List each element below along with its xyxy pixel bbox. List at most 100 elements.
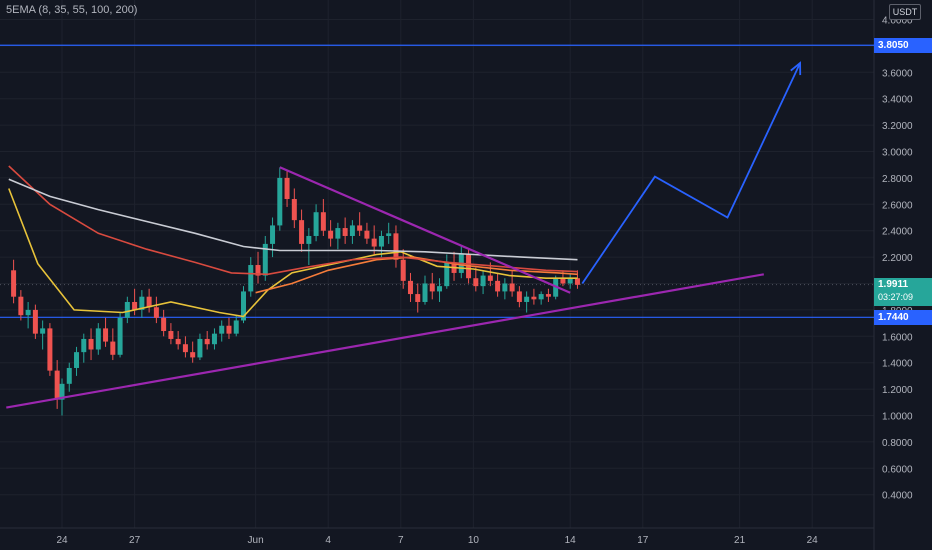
candle-body [248,265,254,292]
candle [241,286,246,324]
candle [328,220,334,247]
price-tick-label: 2.6000 [882,200,913,211]
candle [103,317,109,347]
candle [81,333,87,363]
candle [226,317,232,339]
candle [18,290,24,321]
candle-body [524,296,530,302]
candle [386,222,392,244]
candle [502,278,508,300]
candle-body [328,230,334,239]
candle-body [168,331,174,339]
candle [255,251,261,284]
candle-body [531,296,537,300]
candle [47,323,53,376]
candle [117,312,123,358]
candle-body [146,296,152,308]
upper-level-price-tag: 3.8050 [874,37,932,53]
ema-line-yellow [8,188,578,318]
candle-body [32,309,38,334]
currency-badge[interactable]: USDT [889,4,921,20]
time-tick-label: 17 [637,535,649,546]
price-tick-label: 1.2000 [882,385,913,396]
price-tick-label: 0.4000 [882,491,913,502]
indicator-legend[interactable]: 5EMA (8, 35, 55, 100, 200) [6,4,138,16]
candle-body [270,225,276,244]
candle [299,209,305,252]
candle-body [18,296,24,316]
candle [495,272,501,297]
candle [531,288,537,305]
candle [219,320,225,342]
candle-body [429,283,435,292]
price-tick-label: 3.6000 [882,68,913,79]
candle [110,328,116,361]
candle-body [59,383,65,400]
candle [429,272,435,300]
candle [415,283,421,313]
candle [153,296,159,324]
candle-body [190,352,196,358]
lower-level-price-tag: 1.7440 [874,309,932,325]
candle [320,199,326,236]
candle-body [299,220,305,244]
candle [277,167,283,231]
candle-body [567,278,573,284]
projection-path [581,62,801,285]
candle-body [110,341,116,355]
candle-body [364,230,370,239]
candle-body [335,228,341,239]
candle-body [11,270,17,297]
candle [458,246,464,279]
candle [40,320,46,350]
candle [480,270,486,295]
candle [574,270,580,289]
candle-body [342,228,348,236]
candle-body [277,177,283,226]
candle-body [175,338,181,345]
grid-lines [0,0,874,528]
candle-body [88,338,94,350]
candle-body [153,307,159,318]
time-tick-label: 21 [734,535,746,546]
candle-body [400,259,406,281]
candle-body [444,262,450,287]
candle [211,328,217,350]
candle-body [386,233,392,236]
candle-body [25,309,31,316]
candle-body [47,328,53,371]
current-price-value: 1.9911 [878,278,909,290]
candle [516,286,522,308]
candles [11,167,580,416]
candle-body [197,338,203,358]
candle-body [357,225,363,231]
candle-body [313,212,319,236]
candle [444,254,450,289]
candle-body [415,294,421,302]
candle-body [509,283,515,292]
candle [168,323,174,345]
ema-line-red [8,165,578,276]
candle [262,235,268,281]
time-axis-labels: 24 27 Jun 4 7 10 14 17 21 24 [56,535,818,546]
candle-body [66,367,72,384]
candle-body [81,338,87,353]
candle-body [306,235,312,244]
candle [422,275,428,305]
candle [451,251,457,281]
candle [11,259,17,304]
candle-body [40,328,46,334]
candle [190,341,196,363]
candle-body [139,296,145,310]
candle-body [545,294,551,297]
candle-body [103,328,109,342]
candle [284,169,290,207]
candle-body [124,301,130,318]
candle-body [473,278,479,287]
candle-body [371,238,377,247]
current-price-tag: 1.9911 03:27:09 [874,277,932,306]
candle [524,291,530,313]
candle [342,217,348,244]
